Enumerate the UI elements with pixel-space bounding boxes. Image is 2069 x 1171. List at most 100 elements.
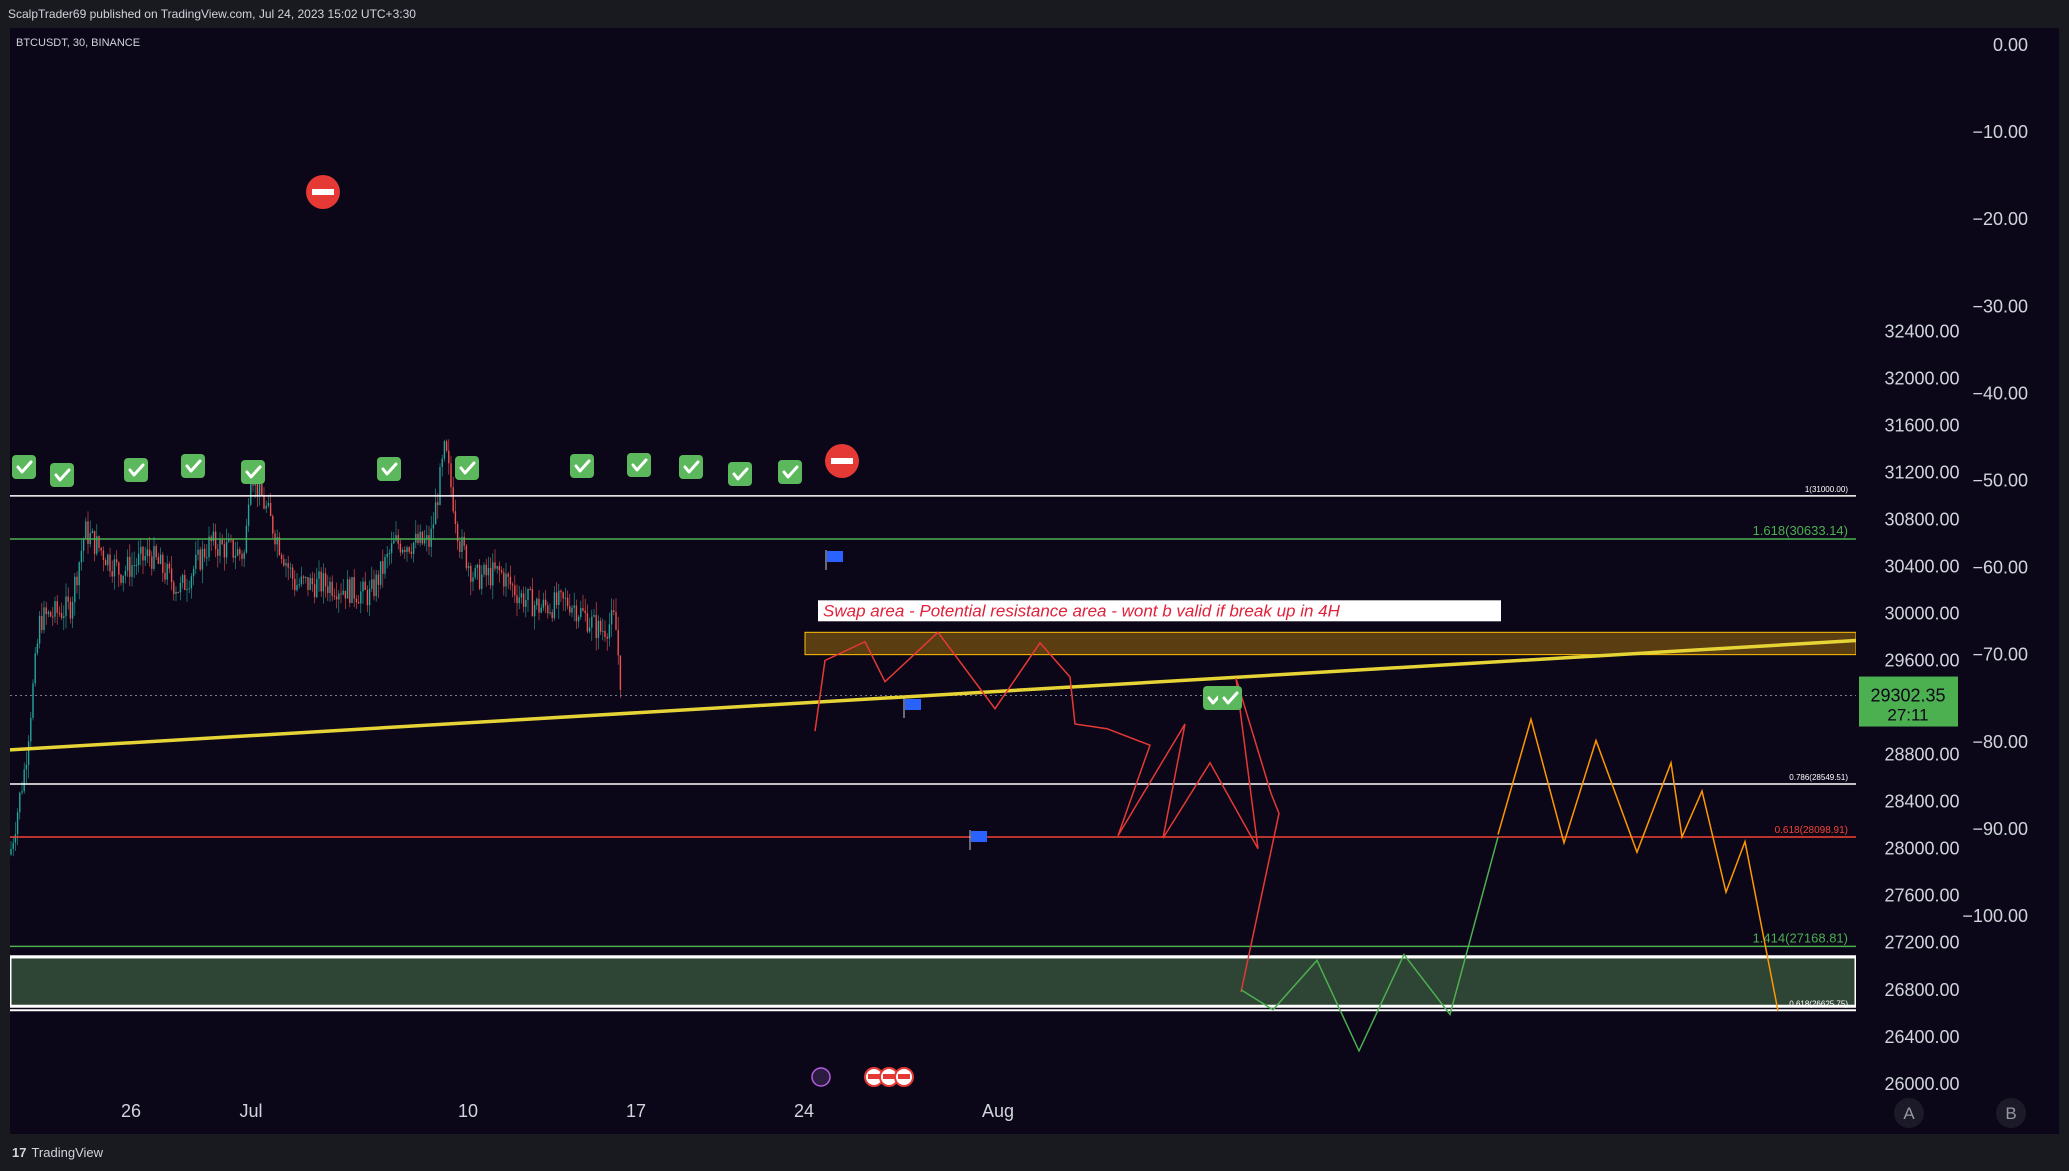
candle-body bbox=[608, 624, 611, 639]
candle-body bbox=[419, 531, 421, 543]
percent-tick-label: −60.00 bbox=[1972, 558, 2028, 578]
candle-body bbox=[313, 584, 316, 598]
axis-button-b[interactable]: B bbox=[1996, 1098, 2026, 1128]
price-tick-label: 31200.00 bbox=[1884, 462, 1959, 482]
candle-body bbox=[168, 563, 171, 569]
candle-body bbox=[569, 606, 571, 613]
check-marker-icon bbox=[124, 458, 148, 482]
candle-body bbox=[133, 565, 135, 567]
candle-body bbox=[520, 593, 523, 598]
axis-button-a[interactable]: A bbox=[1894, 1098, 1924, 1128]
candle-body bbox=[307, 577, 309, 590]
candle-body bbox=[188, 588, 190, 590]
chart-svg[interactable]: 1(31000.00) 1.618(30633.14) 0.786(28549.51… bbox=[10, 28, 2059, 1134]
candle-body bbox=[302, 576, 305, 578]
candle-body bbox=[113, 559, 116, 577]
candle-body bbox=[276, 537, 278, 545]
check-marker-bg bbox=[728, 462, 752, 486]
candle-body bbox=[225, 541, 228, 558]
stop-sign-bar bbox=[831, 458, 853, 464]
candle-body bbox=[604, 630, 606, 637]
candle-body bbox=[170, 568, 173, 583]
price-tick-label: 28400.00 bbox=[1884, 792, 1959, 812]
countdown-label: 27:11 bbox=[1887, 706, 1928, 725]
candle-body bbox=[223, 544, 226, 558]
flag-icon bbox=[903, 698, 921, 718]
fib-level-1618-label: 1.618(30633.14) bbox=[1753, 523, 1848, 538]
candle-body bbox=[309, 578, 311, 590]
candle-body bbox=[186, 589, 188, 591]
candle-body bbox=[586, 613, 589, 632]
chart-area[interactable]: 1(31000.00) 1.618(30633.14) 0.786(28549.51… bbox=[10, 28, 2059, 1134]
candle-body bbox=[291, 567, 294, 579]
candle-body bbox=[518, 597, 520, 604]
candle-body bbox=[144, 556, 146, 561]
candle-body bbox=[250, 482, 252, 505]
candle-body bbox=[124, 570, 127, 576]
candle-body bbox=[67, 596, 69, 602]
candle-body bbox=[549, 612, 551, 614]
candle-body bbox=[511, 584, 514, 586]
axis-button-bg[interactable] bbox=[1894, 1098, 1924, 1128]
axis-button-bg[interactable] bbox=[1996, 1098, 2026, 1128]
price-tick-label: 32000.00 bbox=[1884, 368, 1959, 388]
tradingview-logo[interactable]: 17 TradingView bbox=[12, 1145, 103, 1160]
candle-body bbox=[496, 566, 498, 569]
candle-body bbox=[316, 578, 318, 598]
candle-body bbox=[536, 598, 538, 606]
check-marker-tick bbox=[574, 459, 591, 473]
candle-body bbox=[54, 601, 56, 617]
check-marker-tick bbox=[683, 460, 700, 474]
check-marker-bg bbox=[679, 455, 703, 479]
candle-body bbox=[564, 597, 567, 599]
price-axis[interactable] bbox=[1856, 28, 2059, 1134]
candle-body bbox=[71, 602, 74, 619]
candle-body bbox=[382, 561, 384, 574]
candle-body bbox=[239, 549, 241, 554]
footer-bar: 17 TradingView bbox=[0, 1134, 2069, 1171]
candle-body bbox=[151, 556, 153, 569]
candle-body bbox=[492, 562, 494, 586]
candle-body bbox=[25, 764, 28, 770]
candle-body bbox=[65, 596, 67, 617]
percent-tick-label: −90.00 bbox=[1972, 819, 2028, 839]
fib-level-0618-lower-label: 0.618(26625.75) bbox=[1789, 999, 1848, 1008]
candle-body bbox=[324, 573, 327, 587]
flag-cloth bbox=[827, 551, 843, 562]
candle-body bbox=[43, 607, 45, 631]
candle-body bbox=[432, 524, 435, 529]
check-marker-icon bbox=[728, 462, 752, 486]
candle-body bbox=[377, 574, 380, 585]
candle-body bbox=[573, 605, 575, 608]
candle-body bbox=[203, 548, 206, 558]
candle-body bbox=[162, 554, 164, 573]
candle-body bbox=[289, 567, 292, 569]
check-marker-tick bbox=[782, 465, 799, 479]
candle-body bbox=[120, 574, 122, 584]
check-marker-icon bbox=[50, 463, 74, 487]
green-support-zone bbox=[10, 955, 1858, 1008]
candle-body bbox=[45, 607, 47, 615]
check-marker-tick bbox=[1222, 691, 1239, 705]
check-marker-icon bbox=[12, 455, 36, 479]
candle-body bbox=[428, 535, 430, 547]
axis-button-label[interactable]: B bbox=[2005, 1104, 2016, 1123]
percent-tick-label: −100.00 bbox=[1962, 906, 2028, 926]
candle-body bbox=[195, 554, 197, 569]
candle-body bbox=[104, 560, 107, 566]
axis-button-label[interactable]: A bbox=[1903, 1104, 1915, 1123]
candle-body bbox=[272, 516, 274, 534]
candle-body bbox=[148, 549, 151, 557]
candle-body bbox=[591, 616, 593, 628]
check-marker-tick bbox=[459, 461, 476, 475]
candle-body bbox=[404, 549, 406, 552]
candle-body bbox=[566, 597, 569, 607]
price-tick-label: 30000.00 bbox=[1884, 603, 1959, 623]
candle-body bbox=[540, 607, 542, 613]
current-price-box bbox=[1859, 676, 1958, 727]
flag-cloth bbox=[905, 699, 921, 710]
candle-body bbox=[140, 546, 142, 554]
candle-body bbox=[555, 592, 558, 606]
candle-body bbox=[470, 565, 472, 582]
candle-body bbox=[34, 653, 36, 684]
